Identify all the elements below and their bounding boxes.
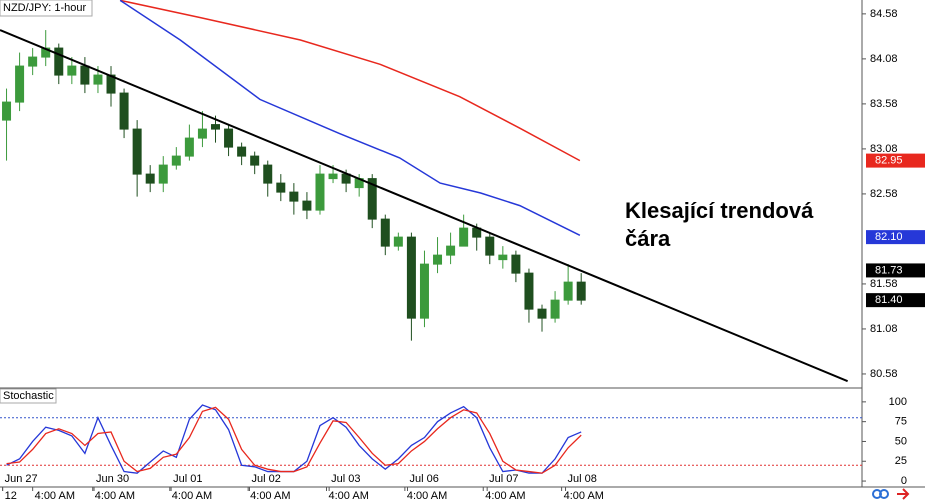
x-tick-label: 4:00 AM — [172, 490, 212, 502]
moving-average — [119, 0, 581, 236]
x-tick-label: 4:00 AM — [485, 490, 525, 502]
candle-body — [197, 128, 207, 139]
candle-body — [158, 164, 168, 184]
x-tick-label: 4:00 AM — [250, 490, 290, 502]
candle-body — [380, 218, 390, 247]
x-tick-label: Jul 03 — [331, 473, 360, 485]
candle-body — [171, 155, 181, 166]
x-tick-label: 4:00 AM — [407, 490, 447, 502]
price-tag — [866, 230, 925, 245]
price-tag — [866, 153, 925, 168]
price-tag-label: 81.73 — [875, 264, 903, 276]
candle-body — [145, 173, 155, 184]
candle-body — [80, 65, 90, 85]
y-tick-label: 0 — [901, 475, 907, 487]
candle-body — [511, 254, 521, 274]
candle-body — [367, 178, 377, 220]
stochastic-title: Stochastic — [3, 390, 54, 402]
x-tick-label: Jul 01 — [173, 473, 202, 485]
candle-body — [537, 308, 547, 319]
annotation: čára — [625, 226, 671, 251]
candle-body — [302, 200, 312, 211]
x-tick-label: 4:00 AM — [95, 490, 135, 502]
trendline — [0, 29, 849, 383]
candle-body — [54, 47, 64, 76]
candle-body — [485, 236, 495, 256]
x-tick-label: Jul 07 — [489, 473, 518, 485]
annotation: Klesající trendová — [625, 198, 814, 223]
candle-body — [237, 146, 247, 157]
x-tick-label: Jul 02 — [251, 473, 280, 485]
candle-body — [224, 128, 234, 148]
candle-body — [276, 182, 286, 193]
y-tick-label: 82.58 — [870, 188, 898, 200]
candle-body — [446, 245, 456, 256]
candle-body — [132, 128, 142, 175]
chart-title: NZD/JPY: 1-hour — [3, 2, 86, 14]
candle-body — [184, 137, 194, 157]
y-tick-label: 25 — [895, 455, 907, 467]
candle-body — [250, 155, 260, 166]
y-tick-label: 81.08 — [870, 323, 898, 335]
candle-body — [563, 281, 573, 301]
candle-body — [289, 191, 299, 202]
candle-body — [459, 227, 469, 247]
x-tick-label: Jul 06 — [409, 473, 438, 485]
y-tick-label: 50 — [895, 435, 907, 447]
y-tick-label: 84.08 — [870, 53, 898, 65]
candle-body — [393, 236, 403, 247]
candle-body — [576, 281, 586, 301]
price-tag-label: 81.40 — [875, 294, 903, 306]
toolbar-icons[interactable] — [872, 488, 910, 500]
candle-body — [498, 254, 508, 261]
moving-average — [120, 0, 581, 162]
candle-body — [433, 254, 443, 265]
candle-body — [419, 263, 429, 319]
link-icon[interactable] — [879, 489, 889, 499]
x-tick-label: 4:00 AM — [564, 490, 604, 502]
y-tick-label: 75 — [895, 416, 907, 428]
x-tick-label: Jun 30 — [96, 473, 129, 485]
candle-body — [2, 101, 12, 121]
x-tick-label: Jun 27 — [5, 473, 38, 485]
arrow-icon[interactable] — [897, 488, 910, 500]
candle-body — [93, 74, 103, 85]
candle-body — [406, 236, 416, 319]
price-tag-label: 82.10 — [875, 231, 903, 243]
candle-body — [550, 299, 560, 319]
candle-body — [119, 92, 129, 130]
x-tick-label: 4:00 AM — [329, 490, 369, 502]
y-tick-label: 100 — [889, 396, 907, 408]
x-tick-label: Jul 08 — [568, 473, 597, 485]
candle-body — [67, 65, 77, 76]
x-tick-label: 4:00 AM — [35, 490, 75, 502]
price-tag-label: 82.95 — [875, 155, 903, 167]
candle-body — [315, 173, 325, 211]
candle-body — [263, 164, 273, 184]
price-tag — [866, 293, 925, 308]
stochastic-line — [6, 406, 582, 474]
candle-body — [524, 272, 534, 310]
y-tick-label: 81.58 — [870, 278, 898, 290]
y-tick-label: 83.08 — [870, 143, 898, 155]
price-tag — [866, 263, 925, 278]
candle-body — [211, 124, 220, 130]
y-tick-label: 83.58 — [870, 98, 898, 110]
x-tick-label: 12 — [5, 490, 17, 502]
y-tick-label: 80.58 — [870, 368, 898, 380]
candle-body — [328, 173, 338, 180]
title-box — [0, 0, 93, 17]
y-tick-label: 84.58 — [870, 8, 898, 20]
stochastic-title-box — [0, 388, 57, 404]
candle-body — [15, 65, 25, 103]
candle-body — [28, 56, 38, 67]
